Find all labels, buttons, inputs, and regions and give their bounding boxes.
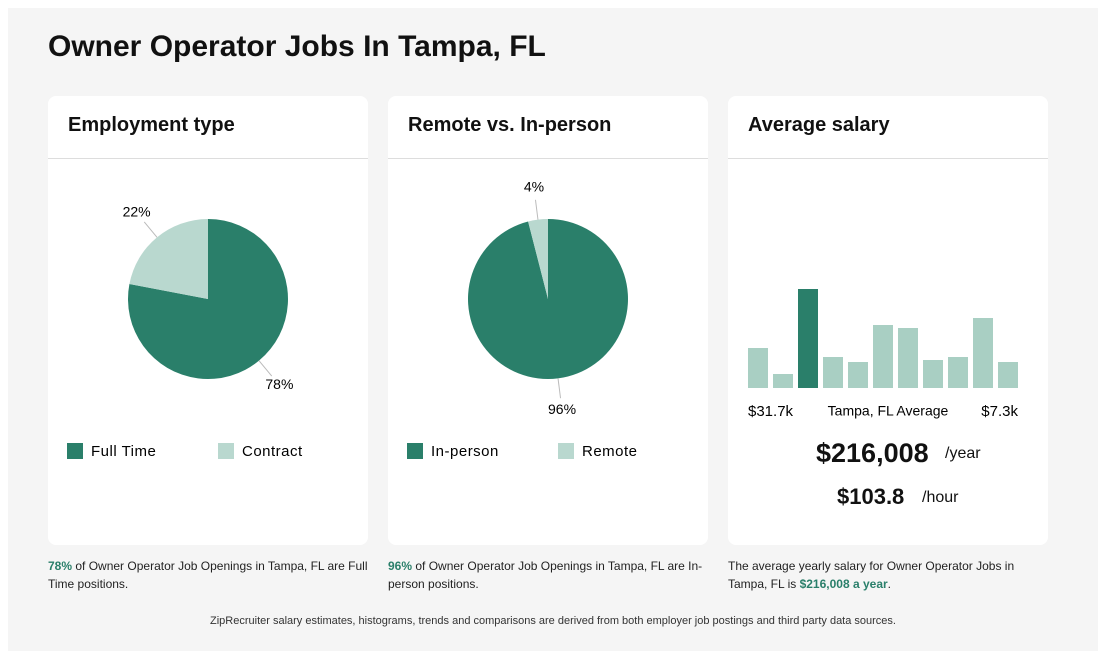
caption: 78% of Owner Operator Job Openings in Ta… <box>48 557 372 593</box>
pie-label: 4% <box>524 179 544 195</box>
range-max: $7.3k <box>981 403 1018 420</box>
histogram-bar <box>823 357 843 388</box>
chart: $31.7k Tampa, FL Average $7.3k <box>748 289 1018 420</box>
card-heading: Remote vs. In-person <box>408 114 612 136</box>
caption: The average yearly salary for Owner Oper… <box>728 557 1052 593</box>
legend-label: Remote <box>582 443 638 460</box>
histogram-bar <box>898 328 918 388</box>
legend-label: In-person <box>431 443 499 460</box>
pie-label: 78% <box>265 376 293 392</box>
legend-swatch <box>67 443 83 459</box>
legend-swatch <box>218 443 234 459</box>
legend-swatch <box>558 443 574 459</box>
chart: 96% In-person 4% Remote <box>407 179 638 460</box>
page-title: Owner Operator Jobs In Tampa, FL <box>48 30 546 63</box>
card-heading: Average salary <box>748 114 890 136</box>
caption-text: $216,008 a year <box>799 577 888 591</box>
pie-label: 22% <box>123 203 151 219</box>
salary-year: $216,008 <box>816 438 929 468</box>
legend-swatch <box>407 443 423 459</box>
histogram-bar <box>748 348 768 388</box>
caption-text: . <box>887 577 892 591</box>
leader-line <box>143 221 158 238</box>
leader-line <box>258 360 273 377</box>
caption-text: of Owner Operator Job Openings in Tampa,… <box>48 559 368 591</box>
card: Average salary $31.7k Tampa, FL Average $7… <box>728 96 1048 545</box>
legend-label: Contract <box>242 443 303 460</box>
leader-line <box>534 199 539 220</box>
caption-text: of Owner Operator Job Openings in Tampa,… <box>388 559 703 591</box>
card: Employment type 78% Full Time 22% Contract <box>48 96 368 545</box>
divider <box>388 158 708 159</box>
pie-slice <box>129 219 208 299</box>
divider <box>728 158 1048 159</box>
chart: 78% Full Time 22% Contract <box>67 203 303 460</box>
histogram-bar <box>923 360 943 388</box>
pie-label: 96% <box>548 401 576 417</box>
histogram-bar <box>998 362 1018 388</box>
legend-label: Full Time <box>91 443 156 460</box>
histogram-bar <box>873 325 893 388</box>
card-heading: Employment type <box>68 114 235 136</box>
card: Remote vs. In-person 96% In-person 4% Remot… <box>388 96 708 545</box>
range-label: Tampa, FL Average <box>828 403 949 419</box>
pie-slice <box>528 219 548 299</box>
range-min: $31.7k <box>748 403 794 420</box>
page: Owner Operator Jobs In Tampa, FL Employm… <box>8 8 1098 651</box>
histogram-bar <box>773 374 793 388</box>
histogram-bar <box>848 362 868 388</box>
caption-text: 96% <box>388 559 413 573</box>
salary-unit: /hour <box>922 489 959 506</box>
histogram-bar <box>948 357 968 388</box>
caption-text: The average yearly salary for Owner Oper… <box>728 559 1015 591</box>
salary-unit: /year <box>945 445 981 462</box>
caption: 96% of Owner Operator Job Openings in Ta… <box>388 557 712 593</box>
divider <box>48 158 368 159</box>
caption-text: 78% <box>48 559 73 573</box>
histogram-bar <box>798 289 818 388</box>
histogram-bar <box>973 318 993 388</box>
leader-line <box>557 378 562 399</box>
salary-hour: $103.8 <box>837 484 905 509</box>
footer: ZipRecruiter salary estimates, histogram… <box>210 615 896 627</box>
